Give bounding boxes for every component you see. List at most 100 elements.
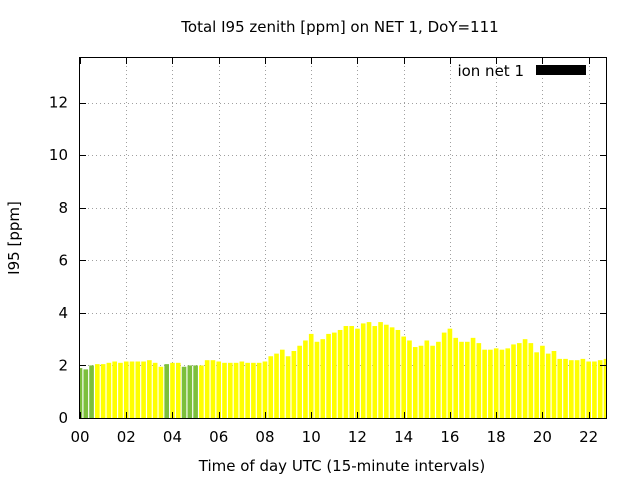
- plot-frame: [79, 57, 607, 419]
- bar: [441, 332, 447, 418]
- legend: ion net 1: [457, 62, 586, 80]
- bar: [129, 361, 135, 418]
- bar: [557, 358, 563, 418]
- bar: [285, 356, 291, 418]
- bar: [245, 362, 250, 418]
- bar: [545, 353, 551, 418]
- bar: [534, 352, 539, 418]
- y-tick-label: 4: [58, 304, 68, 322]
- bar: [89, 365, 94, 418]
- bar: [326, 333, 331, 418]
- bar: [436, 341, 441, 418]
- bar: [141, 361, 146, 418]
- bar: [210, 360, 216, 418]
- bar: [453, 337, 459, 418]
- bar: [181, 366, 187, 418]
- bar: [395, 329, 401, 418]
- bar: [106, 362, 112, 418]
- bar: [343, 326, 349, 418]
- bar: [256, 362, 262, 418]
- bar: [233, 362, 239, 418]
- bar: [297, 345, 302, 418]
- y-tick-label: 12: [49, 94, 68, 112]
- bar: [360, 323, 366, 418]
- bar: [291, 350, 297, 418]
- bar: [95, 364, 100, 418]
- bar: [274, 353, 279, 418]
- x-tick-label: 06: [209, 428, 228, 446]
- y-tick-label: 6: [58, 251, 68, 269]
- x-tick-label: 02: [117, 428, 136, 446]
- bar: [337, 329, 343, 418]
- bar: [499, 349, 505, 418]
- x-tick-labels: 00 02 04 06 08 10 12 14 16 18 20 22: [70, 428, 598, 446]
- bar: [175, 362, 181, 418]
- bar: [314, 341, 320, 418]
- bar: [476, 343, 482, 418]
- bar: [80, 368, 83, 418]
- bar: [100, 364, 106, 418]
- bar: [493, 348, 499, 418]
- bar: [112, 361, 117, 418]
- bar: [516, 343, 522, 418]
- bar: [199, 365, 204, 418]
- bar: [574, 360, 580, 418]
- x-axis-label: Time of day UTC (15-minute intervals): [198, 457, 485, 475]
- x-tick-label: 20: [533, 428, 552, 446]
- x-tick-label: 04: [163, 428, 182, 446]
- bar: [412, 347, 418, 418]
- bar: [447, 328, 453, 418]
- y-tick-labels: 0 2 4 6 8 10 12: [49, 94, 68, 427]
- bar: [389, 327, 395, 418]
- x-tick-label: 16: [440, 428, 459, 446]
- bar: [262, 361, 268, 418]
- bar: [204, 360, 210, 418]
- bar: [227, 362, 233, 418]
- bar: [522, 339, 528, 418]
- bar: [123, 361, 129, 418]
- y-tick-label: 2: [58, 356, 68, 374]
- x-tick-label: 22: [579, 428, 598, 446]
- bar: [239, 361, 245, 418]
- bar: [459, 341, 464, 418]
- bar: [118, 362, 123, 418]
- bar: [586, 361, 591, 418]
- bar: [424, 340, 430, 418]
- x-tick-label: 00: [70, 428, 89, 446]
- chart-title: Total I95 zenith [ppm] on NET 1, DoY=111: [180, 18, 498, 36]
- bar: [332, 332, 337, 418]
- bar: [158, 366, 164, 418]
- y-tick-label: 8: [58, 199, 68, 217]
- bar: [147, 360, 152, 418]
- bar: [349, 326, 354, 418]
- legend-label: ion net 1: [457, 62, 524, 80]
- bar: [488, 349, 493, 418]
- bar: [511, 344, 516, 418]
- bar: [83, 369, 89, 418]
- bars: [80, 322, 606, 418]
- bar: [308, 333, 314, 418]
- bar: [563, 358, 568, 418]
- bar: [320, 339, 326, 418]
- y-tick-label: 10: [49, 146, 68, 164]
- bar: [216, 361, 222, 418]
- x-tick-label: 08: [255, 428, 274, 446]
- bar: [551, 350, 557, 418]
- bar: [251, 362, 256, 418]
- y-tick-label: 0: [58, 409, 68, 427]
- bar: [603, 358, 606, 418]
- bar: [279, 349, 285, 418]
- bar: [418, 345, 424, 418]
- bar: [505, 348, 511, 418]
- bar: [372, 326, 378, 418]
- x-tick-label: 12: [348, 428, 367, 446]
- bar: [135, 361, 141, 418]
- bar: [528, 343, 534, 418]
- bar: [407, 340, 412, 418]
- bar: [152, 362, 158, 418]
- bar: [580, 358, 586, 418]
- bar: [401, 336, 407, 418]
- bar: [355, 328, 360, 418]
- bar: [193, 365, 198, 418]
